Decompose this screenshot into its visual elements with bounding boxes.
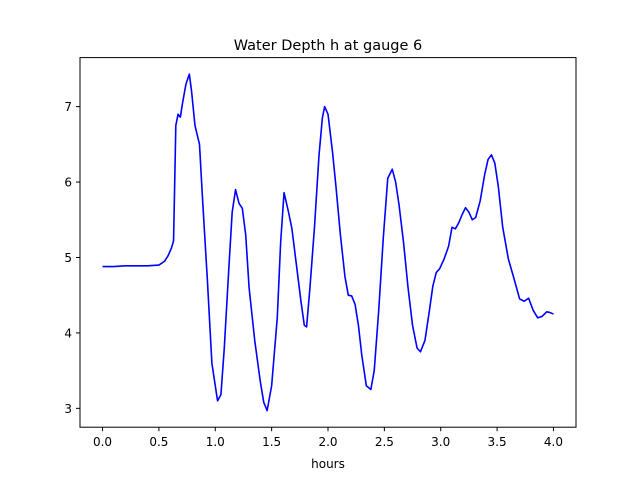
series-line-0: [102, 73, 554, 412]
x-tick-label: 4.0: [544, 435, 563, 449]
y-tick-label: 4: [64, 326, 72, 340]
y-tick-label: 6: [64, 176, 72, 190]
plot-area: [102, 73, 554, 412]
x-tick-label: 3.5: [488, 435, 507, 449]
y-axis-ticks: 3 4 5 6 7: [64, 100, 80, 416]
y-tick-label: 7: [64, 100, 72, 114]
x-tick-label: 1.5: [262, 435, 281, 449]
x-tick-label: 1.0: [206, 435, 225, 449]
x-tick-label: 0.0: [93, 435, 112, 449]
y-tick-label: 5: [64, 251, 72, 265]
plot-frame: [79, 57, 577, 428]
x-axis-ticks: 0.0 0.5 1.0 1.5 2.0 2.5 3.0 3.5 4.0: [93, 427, 563, 449]
x-tick-label: 0.5: [149, 435, 168, 449]
x-tick-label: 3.0: [431, 435, 450, 449]
x-tick-label: 2.0: [318, 435, 337, 449]
x-tick-label: 2.5: [375, 435, 394, 449]
x-axis-label: hours: [311, 457, 345, 471]
chart-title: Water Depth h at gauge 6: [234, 38, 422, 54]
y-tick-label: 3: [64, 402, 72, 416]
